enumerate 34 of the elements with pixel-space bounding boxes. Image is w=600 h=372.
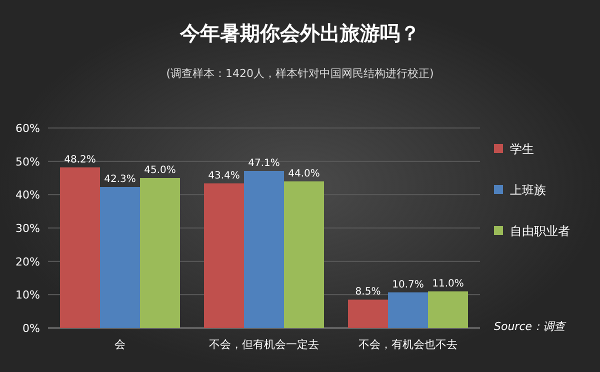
x-tick-label: 不会，但有机会一定去 (209, 338, 319, 351)
data-label: 45.0% (144, 165, 176, 176)
data-label: 43.4% (208, 170, 240, 182)
data-label: 47.1% (248, 158, 280, 169)
bar (428, 291, 468, 328)
bar (60, 167, 100, 328)
bar (348, 300, 388, 328)
legend-label: 自由职业者 (510, 224, 570, 238)
x-tick-label: 不会，有机会也不去 (358, 338, 458, 351)
data-label: 11.0% (432, 278, 464, 290)
x-tick-label: 会 (114, 338, 126, 351)
chart-subtitle: (调查样本：1420人，样本针对中国网民结构进行校正) (166, 67, 434, 80)
bar (204, 183, 244, 328)
data-label: 42.3% (104, 174, 136, 185)
y-tick-label: 60% (16, 122, 40, 135)
y-tick-label: 20% (16, 255, 40, 268)
data-label: 48.2% (64, 154, 96, 166)
y-tick-label: 50% (16, 155, 40, 168)
bar (140, 178, 180, 328)
data-label: 8.5% (355, 286, 381, 298)
data-label: 44.0% (288, 168, 320, 180)
y-tick-label: 0% (22, 322, 40, 335)
y-tick-label: 10% (16, 288, 40, 302)
legend-label: 上班族 (510, 183, 546, 197)
bar (284, 181, 324, 328)
data-label: 10.7% (392, 279, 424, 290)
y-tick-label: 40% (16, 188, 40, 202)
legend-label: 学生 (510, 142, 534, 156)
bar (388, 292, 428, 328)
chart-title: 今年暑期你会外出旅游吗？ (179, 21, 420, 45)
source-note: Source：调查 (494, 320, 568, 333)
bar (100, 187, 140, 328)
y-tick-label: 30% (16, 222, 40, 235)
bar (244, 171, 284, 328)
